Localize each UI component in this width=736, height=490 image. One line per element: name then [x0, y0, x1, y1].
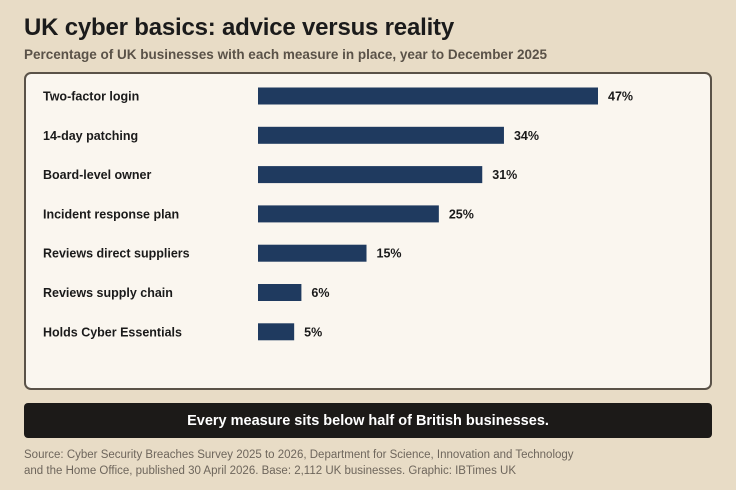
category-label: Incident response plan [43, 207, 179, 221]
source-note: Source: Cyber Security Breaches Survey 2… [24, 447, 624, 479]
value-label: 6% [311, 286, 329, 300]
chart-title: UK cyber basics: advice versus reality [24, 14, 454, 41]
value-label: 25% [449, 207, 474, 221]
chart-panel: Two-factor login 47% 14-day patching 34% Boa… [24, 72, 712, 390]
value-label: 31% [492, 168, 517, 182]
bar [258, 126, 504, 144]
bar-chart: Two-factor login 47% 14-day patching 34% Boa… [43, 87, 633, 341]
chart-subtitle: Percentage of UK businesses with each me… [24, 47, 547, 62]
value-label: 15% [377, 247, 402, 261]
category-label: Board-level owner [43, 168, 151, 182]
bar [258, 244, 367, 262]
bar [258, 166, 483, 184]
bar [258, 284, 302, 301]
value-label: 34% [514, 129, 539, 143]
category-label: 14-day patching [43, 129, 138, 143]
takeaway-banner: Every measure sits below half of British… [24, 403, 712, 438]
value-label: 5% [304, 325, 322, 339]
category-label: Holds Cyber Essentials [43, 325, 182, 339]
source-line-2: and the Home Office, published 30 April … [24, 465, 516, 477]
category-label: Two-factor login [43, 90, 139, 104]
bar [258, 87, 598, 105]
value-label: 47% [608, 90, 633, 104]
category-label: Reviews direct suppliers [43, 247, 190, 261]
category-label: Reviews supply chain [43, 286, 173, 300]
bar [258, 323, 295, 341]
bar [258, 205, 439, 223]
source-line-1: Source: Cyber Security Breaches Survey 2… [24, 449, 574, 461]
